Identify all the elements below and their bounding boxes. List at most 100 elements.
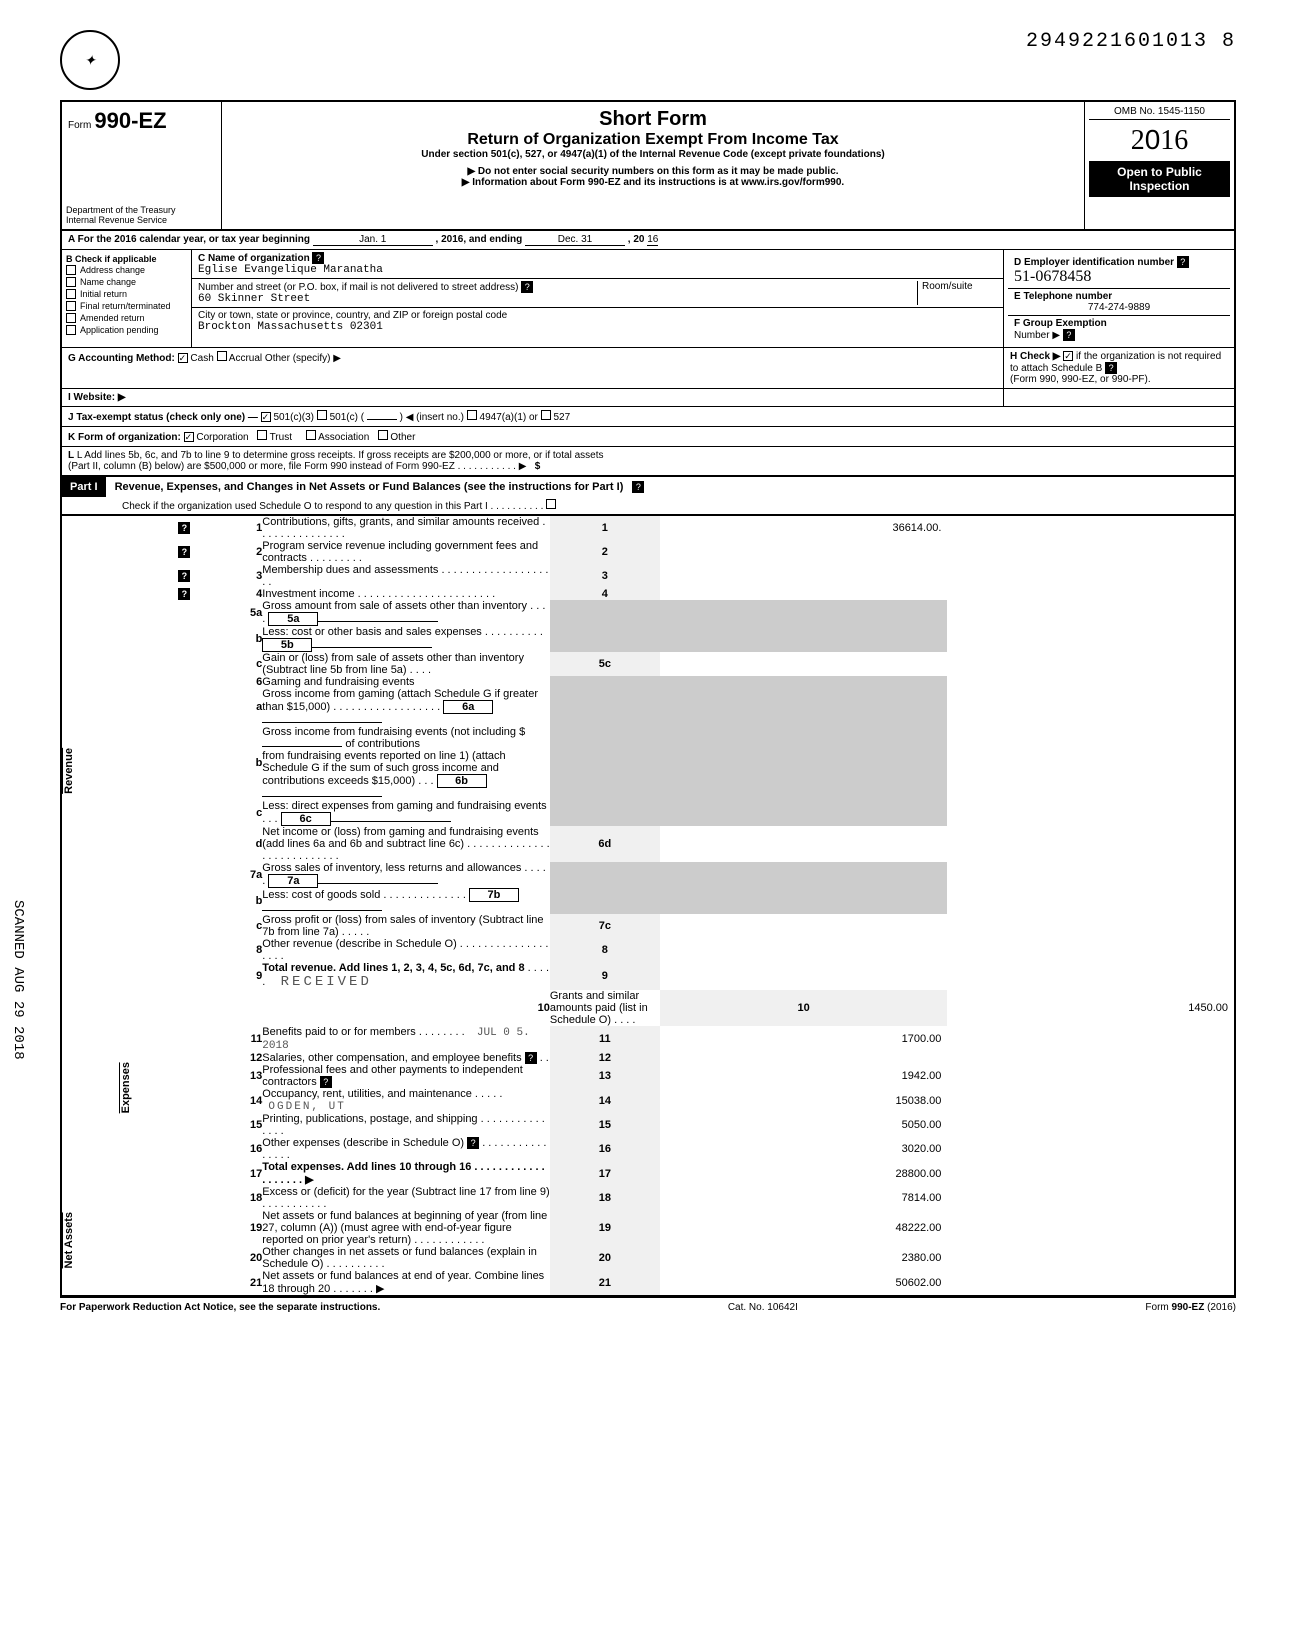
received-stamp: RECEIVED	[281, 974, 372, 990]
line-17-desc: Total expenses. Add lines 10 through 16 …	[262, 1161, 544, 1186]
line-7a-sub: 7a	[268, 874, 318, 888]
section-bcd-row: B Check if applicable Address change Nam…	[62, 250, 1234, 348]
cb-trust[interactable]	[257, 430, 267, 440]
room-label: Room/suite	[922, 281, 973, 292]
footer-center: Cat. No. 10642I	[728, 1302, 798, 1313]
line-1-desc: Contributions, gifts, grants, and simila…	[262, 516, 545, 528]
line-17-box: 17	[550, 1161, 660, 1186]
cb-initial-return[interactable]: Initial return	[66, 288, 187, 300]
help-icon[interactable]: ?	[320, 1076, 332, 1088]
form-number: 990-EZ	[94, 108, 166, 133]
line-11-amt: 1700.00	[660, 1026, 948, 1052]
line-12-box: 12	[550, 1052, 660, 1064]
open-public-line2: Inspection	[1093, 179, 1226, 193]
cb-4947[interactable]	[467, 410, 477, 420]
line-5b-sub: 5b	[262, 638, 312, 652]
footer-right: Form 990-EZ (2016)	[1145, 1302, 1236, 1313]
line-16-box: 16	[550, 1137, 660, 1161]
dollar-sign: $	[535, 461, 541, 472]
section-d-label: D Employer identification number	[1014, 257, 1174, 268]
line-6b-desc2: of contributions	[345, 738, 420, 750]
line-19-amt: 48222.00	[660, 1210, 948, 1246]
header-row: ✦ 2949221601013 8	[60, 30, 1236, 90]
help-icon[interactable]: ?	[178, 546, 190, 558]
section-l-row: L L Add lines 5b, 6c, and 7b to line 9 t…	[62, 447, 1234, 475]
section-c-label: C Name of organization	[198, 253, 310, 264]
line-7a-desc: Gross sales of inventory, less returns a…	[262, 862, 521, 874]
section-a-row: A For the 2016 calendar year, or tax yea…	[62, 231, 1234, 250]
cb-assoc[interactable]	[306, 430, 316, 440]
line-7c-amt	[660, 914, 948, 938]
section-l-text2: (Part II, column (B) below) are $500,000…	[68, 461, 526, 472]
line-4-amt	[660, 588, 948, 600]
form-info-link: ▶ Information about Form 990-EZ and its …	[228, 177, 1078, 188]
line-14-desc: Occupancy, rent, utilities, and maintena…	[262, 1088, 472, 1100]
footer-row: For Paperwork Reduction Act Notice, see …	[60, 1297, 1236, 1317]
line-6b-sub: 6b	[437, 774, 487, 788]
section-b-header: B Check if applicable	[66, 254, 157, 264]
cb-other-org[interactable]	[378, 430, 388, 440]
cb-cash[interactable]	[178, 353, 188, 363]
help-icon[interactable]: ?	[632, 481, 644, 493]
cb-app-pending[interactable]: Application pending	[66, 324, 187, 336]
cb-name-change[interactable]: Name change	[66, 276, 187, 288]
line-10-box: 10	[660, 990, 948, 1026]
line-5a-desc: Gross amount from sale of assets other t…	[262, 600, 527, 612]
section-k-label: K Form of organization:	[68, 432, 181, 443]
city-label: City or town, state or province, country…	[198, 310, 507, 321]
help-icon[interactable]: ?	[1177, 256, 1189, 268]
line-6a-desc: Gross income from gaming (attach Schedul…	[262, 688, 538, 713]
line-7b-num: b	[190, 888, 262, 914]
help-icon[interactable]: ?	[178, 522, 190, 534]
help-icon[interactable]: ?	[1105, 362, 1117, 374]
line-17-amt: 28800.00	[660, 1161, 948, 1186]
line-5b-num: b	[190, 626, 262, 652]
cb-schedule-o[interactable]	[546, 499, 556, 509]
line-11-box: 11	[550, 1026, 660, 1052]
cb-501c3[interactable]	[261, 412, 271, 422]
help-icon[interactable]: ?	[178, 570, 190, 582]
line-6d-desc: Net income or (loss) from gaming and fun…	[262, 826, 538, 850]
line-5b-desc: Less: cost or other basis and sales expe…	[262, 626, 488, 638]
cb-accrual[interactable]	[217, 351, 227, 361]
line-15-amt: 5050.00	[660, 1113, 948, 1137]
scanned-stamp: SCANNED AUG 29 2018	[10, 900, 26, 1060]
form-right-box: OMB No. 1545-1150 20201616 Open to Publi…	[1084, 102, 1234, 201]
city-state-zip: Brockton Massachusetts 02301	[198, 321, 383, 333]
cb-address-change[interactable]: Address change	[66, 264, 187, 276]
section-j-row: J Tax-exempt status (check only one) — 5…	[62, 407, 1234, 427]
line-19-box: 19	[550, 1210, 660, 1246]
cb-final-return[interactable]: Final return/terminated	[66, 300, 187, 312]
line-9-amt	[660, 962, 948, 990]
line-4-desc: Investment income	[262, 588, 354, 600]
line-18-box: 18	[550, 1186, 660, 1210]
line-17-num: 17	[190, 1161, 262, 1186]
cb-schedule-b[interactable]	[1063, 351, 1073, 361]
period-start: Jan. 1	[313, 234, 433, 246]
footer-left: For Paperwork Reduction Act Notice, see …	[60, 1302, 380, 1313]
cb-amended[interactable]: Amended return	[66, 312, 187, 324]
dept-center	[222, 201, 1084, 229]
help-icon[interactable]: ?	[521, 281, 533, 293]
help-icon[interactable]: ?	[467, 1137, 479, 1149]
line-21-box: 21	[550, 1270, 660, 1296]
cb-501c[interactable]	[317, 410, 327, 420]
help-icon[interactable]: ?	[312, 252, 324, 264]
help-icon[interactable]: ?	[178, 588, 190, 600]
line-7c-desc: Gross profit or (loss) from sales of inv…	[262, 914, 543, 938]
cb-corp[interactable]	[184, 432, 194, 442]
dept-treasury: Department of the Treasury	[66, 205, 217, 215]
cb-527[interactable]	[541, 410, 551, 420]
form-number-box: Form 990-EZ	[62, 102, 222, 201]
seal-stamp: ✦	[60, 30, 120, 90]
section-a-suffix: , 20	[628, 234, 645, 245]
line-7c-box: 7c	[550, 914, 660, 938]
line-20-num: 20	[190, 1246, 262, 1270]
netassets-label: Net Assets	[62, 1212, 75, 1268]
help-icon[interactable]: ?	[525, 1052, 537, 1064]
line-5c-num: c	[190, 652, 262, 676]
line-7c-num: c	[190, 914, 262, 938]
open-public-line1: Open to Public	[1093, 165, 1226, 179]
section-a-label: A For the 2016 calendar year, or tax yea…	[68, 234, 310, 245]
help-icon[interactable]: ?	[1063, 329, 1075, 341]
